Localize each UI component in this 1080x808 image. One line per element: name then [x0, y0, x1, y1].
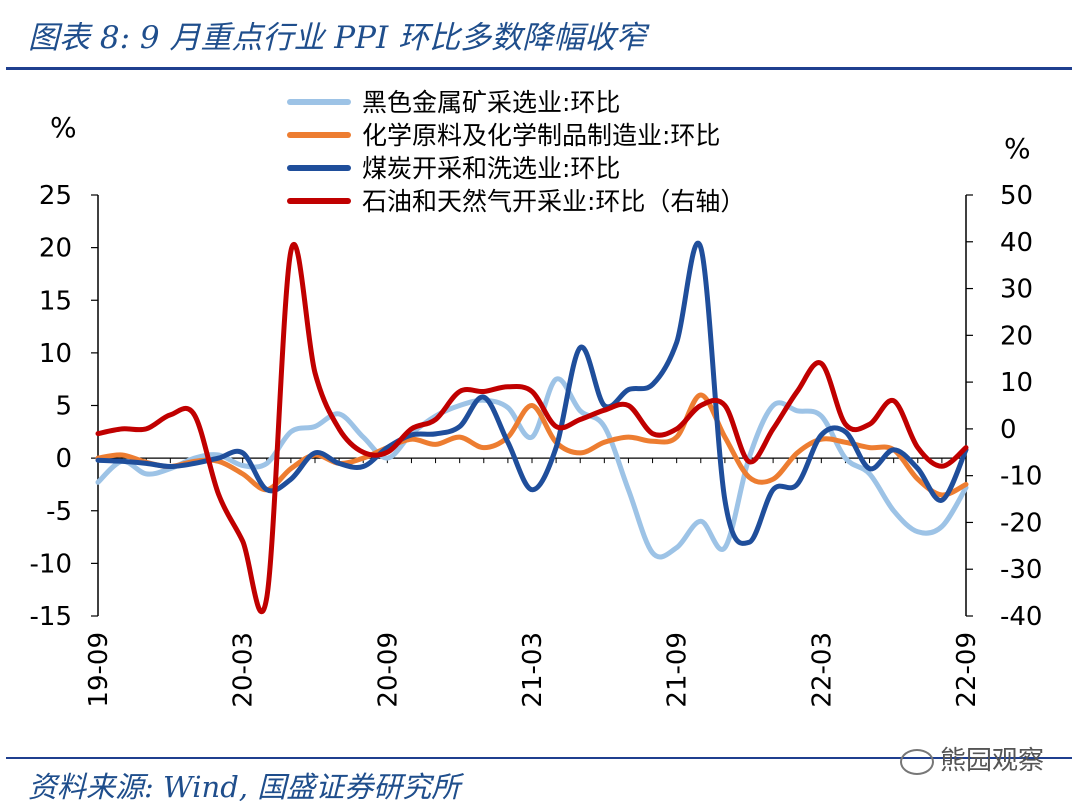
y-tick-label-right: 10 [1000, 368, 1033, 398]
y-tick-label-right: 0 [1000, 415, 1017, 445]
y-tick-label-left: -5 [46, 497, 72, 527]
y-tick-label-right: -10 [1000, 462, 1042, 492]
x-tick-label: 22-09 [952, 632, 982, 708]
y-tick-label-right: -20 [1000, 508, 1042, 538]
y-tick-label-left: 25 [39, 181, 72, 211]
y-tick-label-left: 5 [55, 392, 72, 422]
y-tick-label-right: 40 [1000, 228, 1033, 258]
legend-label-1: 黑色金属矿采选业:环比 [362, 88, 620, 117]
y-tick-label-right: -40 [1000, 602, 1042, 632]
x-tick-label: 21-09 [663, 632, 693, 708]
x-tick-label: 20-03 [229, 632, 259, 708]
legend-label-4: 石油和天然气开采业:环比（右轴） [362, 187, 745, 216]
y-tick-label-right: 20 [1000, 321, 1033, 351]
legend-label-3: 煤炭开采和洗选业:环比 [362, 154, 620, 183]
y-unit-left: % [50, 111, 77, 144]
wechat-icon [900, 748, 934, 775]
x-tick-label: 21-03 [518, 632, 548, 708]
y-unit-right: % [1004, 132, 1031, 165]
footer-divider [6, 757, 1072, 759]
y-tick-label-left: 20 [39, 234, 72, 264]
y-tick-label-left: 15 [39, 286, 72, 316]
x-tick-label: 22-03 [807, 632, 837, 708]
title-divider [6, 67, 1072, 70]
series-line-1 [95, 376, 969, 560]
chart-title: 图表 8: 9 月重点行业 PPI 环比多数降幅收窄 [28, 20, 647, 56]
series-line-3 [95, 241, 969, 546]
chart-legend: 黑色金属矿采选业:环比化学原料及化学制品制造业:环比煤炭开采和洗选业:环比石油和… [287, 88, 745, 216]
x-tick-label: 19-09 [84, 632, 114, 708]
y-tick-label-right: -30 [1000, 555, 1042, 585]
watermark-text: 熊园观察 [940, 746, 1045, 776]
chart-axes: 2520151050-5-10-1550403020100-10-20-30-4… [30, 111, 1043, 708]
y-tick-label-right: 50 [1000, 181, 1033, 211]
y-tick-label-right: 30 [1000, 275, 1033, 305]
source-note: 资料来源: Wind, 国盛证券研究所 [28, 770, 461, 804]
watermark: 熊园观察 [900, 740, 1044, 777]
chart-series [95, 241, 969, 615]
y-tick-label-left: 10 [39, 339, 72, 369]
y-tick-label-left: -10 [30, 549, 72, 579]
series-line-4 [95, 241, 969, 615]
y-tick-label-left: 0 [55, 444, 72, 474]
x-tick-label: 20-09 [373, 632, 403, 708]
y-tick-label-left: -15 [30, 602, 72, 632]
legend-label-2: 化学原料及化学制品制造业:环比 [362, 121, 720, 150]
line-chart: 2520151050-5-10-1550403020100-10-20-30-4… [30, 88, 1043, 708]
